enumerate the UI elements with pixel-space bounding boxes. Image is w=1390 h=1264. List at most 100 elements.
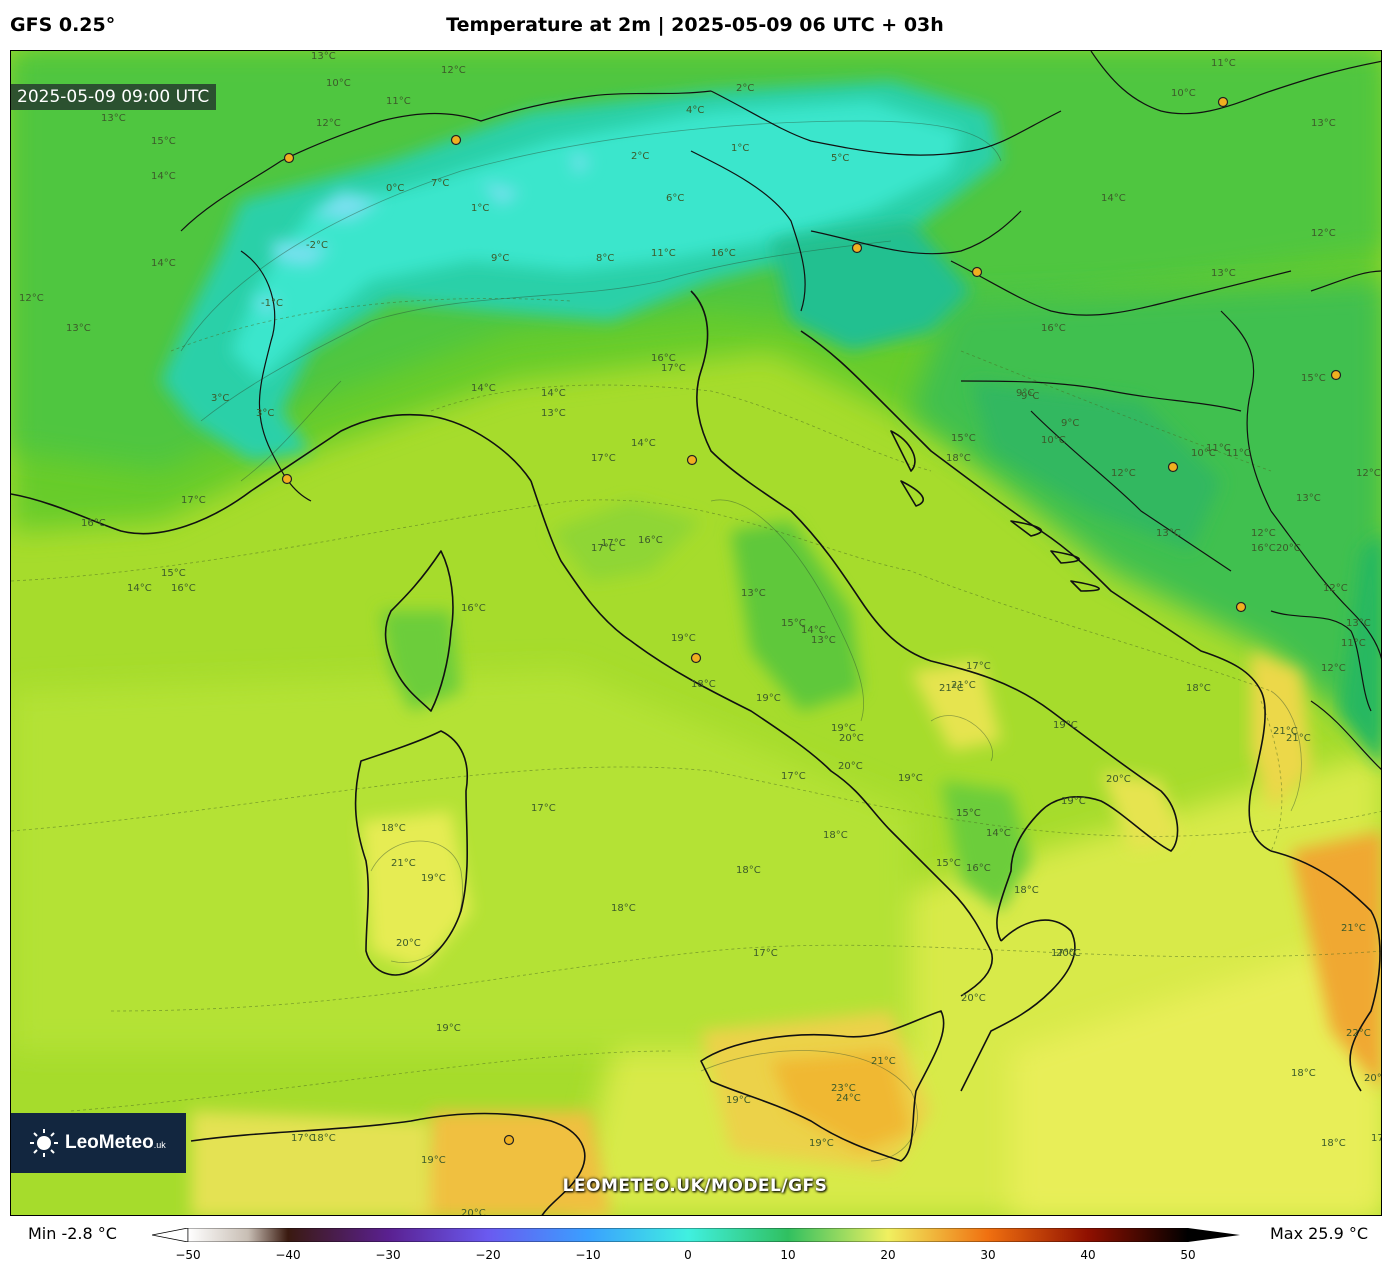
contour-label: 13°C [811, 635, 836, 646]
contour-label: 11°C [386, 96, 411, 107]
contour-label: 19°C [898, 773, 923, 784]
contour-label: 15°C [1301, 373, 1326, 384]
logo-name: LeoMeteo [65, 1132, 154, 1153]
contour-label: 3°C [211, 393, 229, 404]
contour-label: 20°C [1364, 1073, 1382, 1084]
contour-label: 20°C [839, 733, 864, 744]
contour-label: 3°C [256, 408, 274, 419]
contour-label: 17°C [1371, 1133, 1382, 1144]
contour-label: 11°C [1226, 448, 1251, 459]
contour-label: 5°C [831, 153, 849, 164]
city-marker [686, 454, 698, 466]
contour-label: 15°C [781, 618, 806, 629]
colorbar-ticks: −50 −40 −30 −20 −10 0 10 20 30 40 50 [0, 1248, 1390, 1264]
contour-label: 17°C [591, 453, 616, 464]
contour-label: 17°C [181, 495, 206, 506]
contour-label: 18°C [1186, 683, 1211, 694]
contour-label: 17°C [591, 543, 616, 554]
contour-label: 13°C [101, 113, 126, 124]
contour-label: 16°C [171, 583, 196, 594]
contour-label: 19°C [1061, 796, 1086, 807]
colorbar-tick-label: 30 [980, 1248, 996, 1262]
colorbar-tick-label: 10 [780, 1248, 796, 1262]
contour-label: 18°C [946, 453, 971, 464]
alps-peaks [251, 151, 591, 316]
contour-label: 15°C [956, 808, 981, 819]
contour-label: 19°C [436, 1023, 461, 1034]
max-value: Max 25.9 °C [1269, 1224, 1368, 1243]
city-marker [1167, 461, 1179, 473]
colorbar-tick-label: 0 [684, 1248, 692, 1262]
city-marker [281, 473, 293, 485]
city-marker [450, 134, 462, 146]
contour-label: 11°C [1341, 638, 1366, 649]
colorbar-tick-label: 40 [1080, 1248, 1096, 1262]
contour-label: 13°C [1156, 528, 1181, 539]
contour-label: 15°C [936, 858, 961, 869]
algeria-warm [191, 1111, 431, 1215]
contour-label: 14°C [631, 438, 656, 449]
city-marker [1235, 601, 1247, 613]
contour-label: 21°C [951, 680, 976, 691]
contour-label: 14°C [1101, 193, 1126, 204]
contour-label: -1°C [261, 298, 283, 309]
contour-label: 18°C [311, 1133, 336, 1144]
contour-label: 12°C [1321, 663, 1346, 674]
contour-label: 17°C [531, 803, 556, 814]
contour-label: 1°C [471, 203, 489, 214]
logo-text: LeoMeteo.uk [65, 1132, 166, 1154]
colorbar-tick-label: −30 [375, 1248, 401, 1262]
map-canvas: 13°C 12°C 10°C 11°C 12°C 13°C 15°C 14°C 11°C 10°C… [11, 51, 1382, 1215]
contour-label: 8°C [596, 253, 614, 264]
contour-label: 18°C [1014, 885, 1039, 896]
contour-label: 21°C [391, 858, 416, 869]
contour-label: 15°C [151, 136, 176, 147]
city-marker [690, 652, 702, 664]
colorbar-tick-label: 50 [1180, 1248, 1196, 1262]
contour-label: 13°C [541, 408, 566, 419]
contour-label: 16°C [1041, 323, 1066, 334]
city-marker [503, 1134, 515, 1146]
city-marker [1330, 369, 1342, 381]
contour-label: 14°C [151, 258, 176, 269]
sardinia-warm [361, 811, 471, 971]
sicily-hot [771, 1051, 911, 1151]
coastlines [11, 290, 1381, 1215]
contour-label: 10°C [1041, 435, 1066, 446]
contour-label: 13°C [311, 51, 336, 62]
contour-label: 15°C [161, 568, 186, 579]
contour-label: 12°C [1111, 468, 1136, 479]
contour-label: 4°C [686, 105, 704, 116]
contour-label: 18°C [736, 865, 761, 876]
leometeo-logo[interactable]: LeoMeteo.uk [11, 1113, 186, 1173]
contour-label: 9°C [1016, 388, 1034, 399]
contour-label: 10°C [1191, 448, 1216, 459]
chart-title: Temperature at 2m | 2025-05-09 06 UTC + … [446, 14, 944, 36]
contour-label: 18°C [823, 830, 848, 841]
contour-label: 10°C [1171, 88, 1196, 99]
sun-icon [29, 1128, 59, 1158]
watermark-url[interactable]: LEOMETEO.UK/MODEL/GFS [562, 1176, 828, 1196]
central-italy-cool [551, 501, 701, 581]
contour-label: 12°C [1323, 583, 1348, 594]
contour-labels: 13°C 12°C 10°C 11°C 12°C 13°C 15°C 14°C 11°C 10°C… [19, 51, 1382, 1215]
colorbar-min-arrow [152, 1228, 189, 1242]
colorbar-tick-label: −50 [175, 1248, 201, 1262]
contour-label: 18°C [381, 823, 406, 834]
apennines-cool [731, 521, 861, 711]
contour-label: 12°C [19, 293, 44, 304]
contour-label: 9°C [1061, 418, 1079, 429]
contour-label: 19°C [831, 723, 856, 734]
puglia-warm [911, 661, 1001, 751]
temperature-map[interactable]: 13°C 12°C 10°C 11°C 12°C 13°C 15°C 14°C 11°C 10°C… [10, 50, 1382, 1216]
contour-label: 17°C [1051, 948, 1076, 959]
colorbar-strip [187, 1228, 1189, 1242]
contour-label: 16°C [461, 603, 486, 614]
contour-label: 17°C [601, 538, 626, 549]
contour-label: 22°C [1346, 1028, 1371, 1039]
contour-label: 23°C [831, 1083, 856, 1094]
alps-colder [231, 101, 961, 381]
contour-label: 21°C [1341, 923, 1366, 934]
albania-warm [1251, 651, 1311, 811]
contour-label: 0°C [386, 183, 404, 194]
